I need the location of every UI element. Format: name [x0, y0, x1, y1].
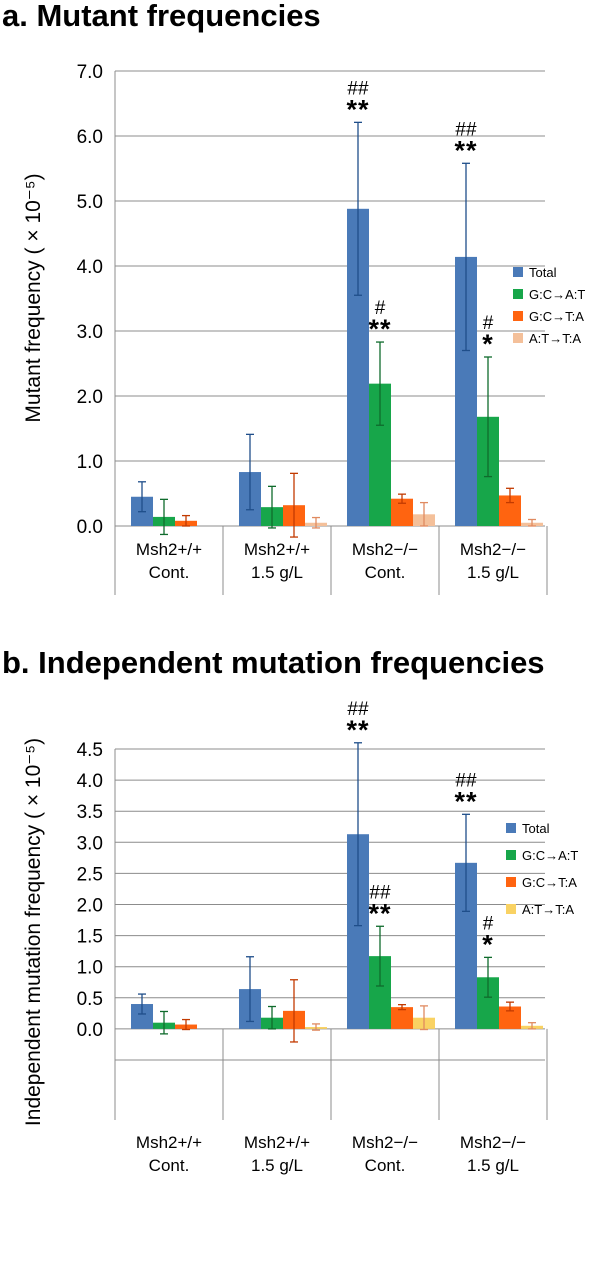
a-bar-gcat [369, 383, 391, 526]
a-ytick-label: 3.0 [77, 322, 103, 343]
b-category-label: Cont. [149, 1156, 190, 1175]
a-legend-label: G:C→T:A [529, 309, 584, 324]
a-legend-swatch [513, 333, 523, 343]
a-ytick-label: 7.0 [77, 62, 103, 83]
a-category-label: 1.5 g/L [467, 563, 519, 582]
b-category-label: Msh2+/+ [244, 1133, 310, 1152]
b-ytick-label: 4.5 [77, 740, 103, 761]
b-ytick-label: 2.5 [77, 864, 103, 885]
b-bar-gcat [369, 956, 391, 1029]
a-category-label: Cont. [149, 563, 190, 582]
a-category-label: Msh2+/+ [136, 540, 202, 559]
a-ytick-label: 0.0 [77, 517, 103, 538]
a-ytick-label: 1.0 [77, 452, 103, 473]
b-category-label: Msh2+/+ [136, 1133, 202, 1152]
a-significance-stars: ** [454, 135, 477, 165]
a-bar-total [455, 256, 477, 526]
a-ytick-label: 2.0 [77, 387, 103, 408]
b-legend-swatch [506, 850, 516, 860]
b-ytick-label: 0.5 [77, 989, 103, 1010]
a-ytick-label: 6.0 [77, 127, 103, 148]
a-significance-stars: ** [346, 94, 369, 124]
b-significance-stars: ** [346, 715, 369, 745]
a-y-axis-label: Mutant frequency ( × 10⁻⁵) [22, 173, 45, 422]
b-ytick-label: 3.0 [77, 833, 103, 854]
b-ytick-label: 2.0 [77, 896, 103, 917]
b-bar-gcat [477, 977, 499, 1029]
a-legend-label: G:C→A:T [529, 287, 585, 302]
b-bar-total [455, 862, 477, 1029]
b-bar-total [347, 834, 369, 1029]
a-bar-gcta [499, 495, 521, 526]
b-significance-hash: # [483, 913, 494, 934]
b-y-axis-label: Independent mutation frequency ( × 10⁻⁵) [22, 738, 45, 1126]
b-category-label: Msh2−/− [352, 1133, 418, 1152]
a-category-label: Cont. [365, 563, 406, 582]
a-legend-label: A:T→T:A [529, 331, 581, 346]
b-category-label: 1.5 g/L [467, 1156, 519, 1175]
a-ytick-label: 5.0 [77, 192, 103, 213]
b-ytick-label: 4.0 [77, 771, 103, 792]
a-category-label: Msh2−/− [352, 540, 418, 559]
b-significance-hash: ## [369, 882, 391, 903]
b-ytick-label: 3.5 [77, 802, 103, 823]
a-legend-swatch [513, 289, 523, 299]
chart-a-title: a. Mutant frequencies [2, 0, 321, 33]
b-legend-label: G:C→A:T [522, 848, 578, 863]
b-bar-gcta [499, 1006, 521, 1029]
b-legend-label: Total [522, 821, 550, 836]
b-significance-hash: ## [455, 770, 477, 791]
a-category-label: Msh2−/− [460, 540, 526, 559]
a-bar-total [347, 208, 369, 527]
b-legend-swatch [506, 823, 516, 833]
chart-a: 0.0 1.0 2.0 3.0 4.0 5.0 6.0 7.0 Mutant frequency… [22, 62, 585, 595]
a-ytick-label: 4.0 [77, 257, 103, 278]
a-significance-stars: * [482, 329, 494, 359]
a-significance-hash: # [483, 313, 494, 334]
chart-b-title: b. Independent mutation frequencies [2, 645, 545, 680]
b-category-label: Msh2−/− [460, 1133, 526, 1152]
a-bar-gcta [391, 498, 413, 526]
b-legend-swatch [506, 877, 516, 887]
a-legend-label: Total [529, 265, 557, 280]
a-significance-hash: # [375, 298, 386, 319]
a-category-label: Msh2+/+ [244, 540, 310, 559]
b-category-label: 1.5 g/L [251, 1156, 303, 1175]
b-category-label: Cont. [365, 1156, 406, 1175]
b-legend-label: G:C→T:A [522, 875, 577, 890]
b-legend-label: A:T→T:A [522, 902, 574, 917]
b-ytick-label: 1.0 [77, 958, 103, 979]
b-legend-swatch [506, 904, 516, 914]
b-significance-hash: ## [347, 699, 369, 720]
a-significance-stars: ** [368, 314, 391, 344]
b-bar-total [131, 1004, 153, 1029]
a-category-label: 1.5 g/L [251, 563, 303, 582]
b-significance-stars: ** [368, 898, 391, 928]
b-bar-gcta [391, 1007, 413, 1029]
b-ytick-label: 0.0 [77, 1020, 103, 1041]
b-significance-stars: ** [454, 786, 477, 816]
a-significance-hash: ## [455, 119, 477, 140]
a-legend-swatch [513, 267, 523, 277]
b-ytick-label: 1.5 [77, 927, 103, 948]
a-significance-hash: ## [347, 78, 369, 99]
a-legend-swatch [513, 311, 523, 321]
b-significance-stars: * [482, 929, 494, 959]
